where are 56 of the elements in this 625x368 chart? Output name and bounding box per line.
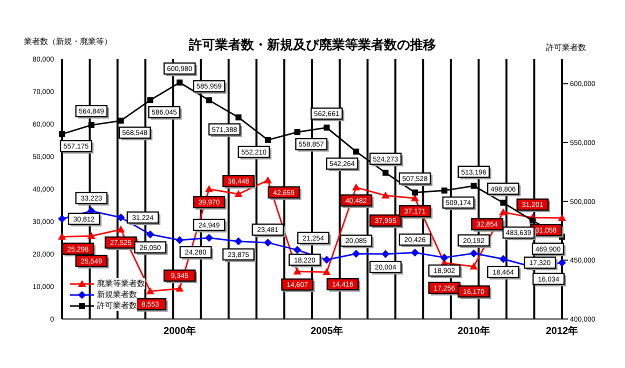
point — [235, 114, 242, 120]
point — [410, 248, 419, 257]
x-tick-label: 2010年 — [458, 325, 490, 338]
point — [88, 122, 94, 128]
point — [264, 238, 272, 247]
point — [324, 124, 330, 131]
point — [264, 136, 271, 143]
point — [470, 249, 478, 258]
point — [293, 268, 302, 275]
point — [353, 148, 360, 155]
point — [146, 230, 154, 238]
point — [558, 214, 566, 222]
point — [499, 208, 508, 216]
point — [264, 176, 272, 184]
legend-label: 廃業等業者数 — [97, 278, 145, 289]
point — [176, 80, 183, 86]
point — [58, 232, 66, 240]
point — [59, 131, 65, 138]
point — [470, 262, 478, 270]
point — [176, 284, 184, 292]
point — [205, 234, 214, 242]
point — [322, 268, 331, 276]
point — [58, 214, 66, 223]
point — [205, 185, 214, 192]
y-axis-title: 業者数（新規・廃業等） — [24, 36, 112, 47]
legend-label: 許可業者数 — [97, 300, 137, 311]
point — [441, 188, 448, 194]
point — [382, 192, 390, 199]
x-tick-label: 2005年 — [310, 325, 343, 338]
point — [499, 254, 508, 263]
point — [412, 189, 418, 196]
point — [322, 256, 331, 264]
chart-title: 許可業者数・新規及び廃業等業者数の推移 — [189, 37, 436, 52]
point — [147, 97, 154, 104]
x-tick-label: 2012年 — [546, 325, 578, 338]
y2-axis-title: 許可業者数 — [546, 42, 586, 53]
point — [206, 97, 212, 104]
point — [352, 250, 360, 258]
point — [234, 237, 242, 246]
point — [176, 236, 184, 244]
legend-label: 新規業者数 — [97, 289, 137, 300]
point — [116, 214, 125, 222]
point — [382, 170, 389, 176]
point — [146, 287, 154, 294]
x-tick-label: 2000年 — [164, 325, 196, 338]
point — [470, 182, 477, 189]
point — [558, 258, 566, 267]
point — [293, 246, 302, 254]
point — [530, 218, 536, 224]
point — [234, 190, 242, 198]
point — [116, 226, 125, 233]
point — [382, 250, 390, 258]
point — [87, 232, 96, 239]
point — [352, 183, 360, 190]
point — [440, 254, 448, 262]
point — [294, 129, 300, 136]
